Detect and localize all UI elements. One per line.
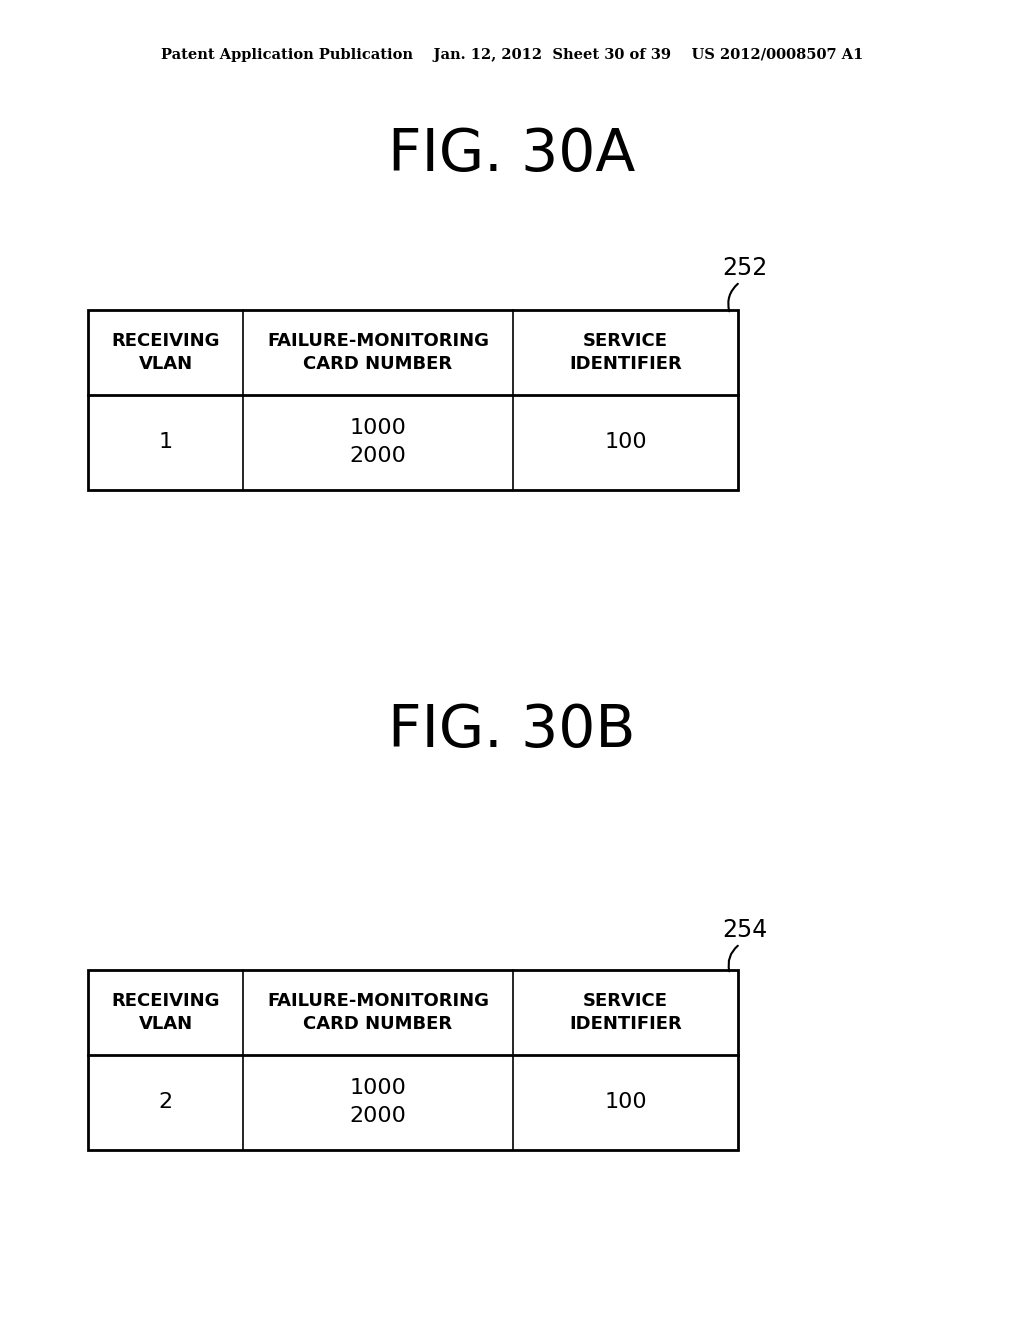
- Text: RECEIVING
VLAN: RECEIVING VLAN: [112, 331, 220, 374]
- Text: 254: 254: [722, 917, 768, 942]
- Text: 100: 100: [604, 1093, 647, 1113]
- Text: SERVICE
IDENTIFIER: SERVICE IDENTIFIER: [569, 991, 682, 1034]
- Text: Patent Application Publication    Jan. 12, 2012  Sheet 30 of 39    US 2012/00085: Patent Application Publication Jan. 12, …: [161, 48, 863, 62]
- Text: SERVICE
IDENTIFIER: SERVICE IDENTIFIER: [569, 331, 682, 374]
- Text: FIG. 30B: FIG. 30B: [388, 701, 636, 759]
- Text: 1000
2000: 1000 2000: [349, 418, 407, 466]
- Text: FAILURE-MONITORING
CARD NUMBER: FAILURE-MONITORING CARD NUMBER: [267, 331, 489, 374]
- Text: 2: 2: [159, 1093, 173, 1113]
- Text: RECEIVING
VLAN: RECEIVING VLAN: [112, 991, 220, 1034]
- Bar: [88, 310, 738, 490]
- Text: 100: 100: [604, 433, 647, 453]
- Text: FAILURE-MONITORING
CARD NUMBER: FAILURE-MONITORING CARD NUMBER: [267, 991, 489, 1034]
- Text: 1000
2000: 1000 2000: [349, 1078, 407, 1126]
- Text: 252: 252: [722, 256, 768, 280]
- Bar: [88, 970, 738, 1150]
- Text: 1: 1: [159, 433, 173, 453]
- Text: FIG. 30A: FIG. 30A: [388, 127, 636, 183]
